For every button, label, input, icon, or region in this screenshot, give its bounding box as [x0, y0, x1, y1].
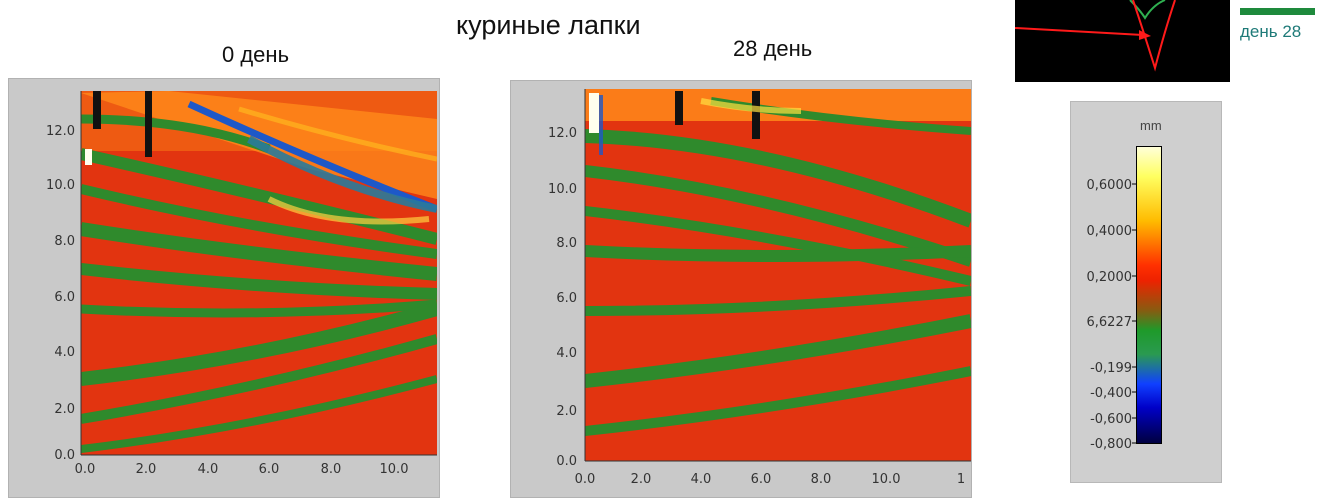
- heatmap-day-0: [81, 91, 437, 455]
- x-tick-label: 10.0: [872, 472, 901, 487]
- y-tick-label: 10.0: [548, 182, 577, 197]
- y-tick-label: 12.0: [548, 126, 577, 141]
- colorbar-tick-label: 0,4000: [1087, 224, 1133, 239]
- colorbar-ticks: 0,6000 0,4000 0,2000 6,6227 -0,199 -0,40…: [1087, 178, 1136, 452]
- colorbar-tick-label: -0,600: [1090, 412, 1132, 427]
- colorbar-tick-label: 0,6000: [1087, 178, 1133, 193]
- plot-panel-day-0: 0.0 2.0 4.0 6.0 8.0 10.0 12.0 0.0 2.0 4.…: [8, 78, 440, 498]
- x-tick-label: 8.0: [321, 462, 342, 477]
- colorbar-unit: mm: [1140, 118, 1162, 133]
- x-tick-label: 1: [957, 472, 965, 487]
- x-tick-label: 2.0: [631, 472, 652, 487]
- legend-label-day-28: день 28: [1240, 22, 1302, 41]
- plot-title-day-0: 0 день: [222, 42, 290, 67]
- x-tick-label: 8.0: [811, 472, 832, 487]
- y-tick-label: 2.0: [556, 404, 577, 419]
- profile-curves: [1014, 0, 1176, 72]
- colorbar-tick-labels: 0,6000 0,4000 0,2000 6,6227 -0,199 -0,40…: [1087, 178, 1133, 452]
- x-tick-label: 10.0: [380, 462, 409, 477]
- colorbar-tick-label: -0,400: [1090, 386, 1132, 401]
- y-tick-label: 2.0: [54, 402, 75, 417]
- y-tick-label: 0.0: [54, 448, 75, 463]
- y-tick-label: 6.0: [556, 291, 577, 306]
- x-tick-label: 6.0: [259, 462, 280, 477]
- profile-inset: [1014, 0, 1230, 82]
- x-tick-label: 4.0: [691, 472, 712, 487]
- x-tick-label: 0.0: [75, 462, 96, 477]
- y-tick-label: 10.0: [46, 178, 75, 193]
- x-tick-label: 4.0: [198, 462, 219, 477]
- x-tick-label: 2.0: [136, 462, 157, 477]
- heatmap-day-28: [585, 89, 971, 461]
- x-axis-ticks-day-0: 0.0 2.0 4.0 6.0 8.0 10.0: [75, 462, 409, 477]
- x-tick-label: 0.0: [575, 472, 596, 487]
- y-tick-label: 8.0: [556, 236, 577, 251]
- surface-map-day-28: 0.0 2.0 4.0 6.0 8.0 10.0 12.0 0.0 2.0 4.…: [548, 89, 971, 487]
- figure-title: куриные лапки: [456, 10, 641, 40]
- plot-panel-day-28: 0.0 2.0 4.0 6.0 8.0 10.0 12.0 0.0 2.0 4.…: [510, 80, 972, 498]
- y-tick-label: 8.0: [54, 234, 75, 249]
- y-tick-label: 4.0: [54, 345, 75, 360]
- legend-swatch-day-28: [1240, 8, 1315, 15]
- colorbar-tick-label: -0,800: [1090, 437, 1132, 452]
- y-tick-label: 12.0: [46, 124, 75, 139]
- x-tick-label: 6.0: [751, 472, 772, 487]
- surface-map-day-0: 0.0 2.0 4.0 6.0 8.0 10.0 12.0 0.0 2.0 4.…: [46, 91, 437, 477]
- y-axis-ticks-day-28: 0.0 2.0 4.0 6.0 8.0 10.0 12.0: [548, 126, 577, 469]
- y-tick-label: 4.0: [556, 346, 577, 361]
- colorbar-tick-label: 6,6227: [1087, 315, 1133, 330]
- colorbar: [1136, 146, 1162, 444]
- x-axis-ticks-day-28: 0.0 2.0 4.0 6.0 8.0 10.0 1: [575, 472, 965, 487]
- y-tick-label: 6.0: [54, 290, 75, 305]
- colorbar-tick-label: 0,2000: [1087, 270, 1133, 285]
- colorbar-tick-label: -0,199: [1090, 361, 1132, 376]
- y-axis-ticks-day-0: 0.0 2.0 4.0 6.0 8.0 10.0 12.0: [46, 124, 75, 463]
- y-tick-label: 0.0: [556, 454, 577, 469]
- plot-title-day-28: 28 день: [733, 36, 813, 61]
